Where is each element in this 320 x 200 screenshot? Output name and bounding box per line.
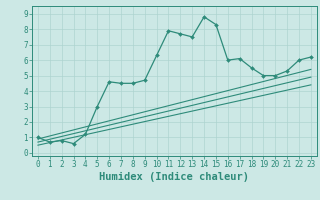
- X-axis label: Humidex (Indice chaleur): Humidex (Indice chaleur): [100, 172, 249, 182]
